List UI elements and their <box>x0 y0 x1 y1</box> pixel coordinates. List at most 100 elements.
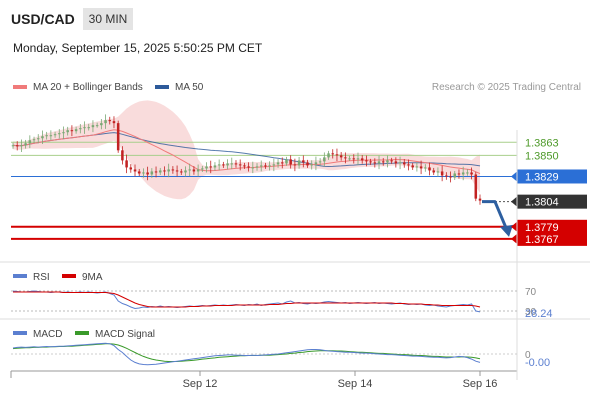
candle <box>386 155 389 168</box>
rsi-current-value: 28.24 <box>525 308 553 320</box>
timeframe-badge <box>83 8 133 30</box>
candle <box>352 154 356 164</box>
candle <box>129 164 133 173</box>
candle <box>11 142 15 149</box>
candle <box>150 168 154 178</box>
candle <box>276 159 280 168</box>
candle <box>369 158 372 165</box>
level-label-resistance: 1.3850 <box>525 150 559 162</box>
level-badge-pointer <box>511 171 517 182</box>
candle <box>222 161 225 168</box>
candle <box>87 123 90 131</box>
rsi-ma-legend-swatch <box>62 274 76 278</box>
macd-legend-swatch <box>13 331 27 335</box>
candle <box>36 134 40 144</box>
candle <box>394 157 398 168</box>
datetime-label: Monday, September 15, 2025 5:50:25 PM CE… <box>13 41 263 55</box>
candle <box>356 152 360 166</box>
candle <box>104 114 107 129</box>
bollinger-band <box>13 100 480 200</box>
candle <box>154 166 158 178</box>
candle <box>398 156 402 170</box>
candle <box>230 157 234 170</box>
level-label-pivot: 1.3829 <box>525 171 559 183</box>
candle <box>461 166 465 181</box>
candle <box>457 169 461 179</box>
candle <box>449 171 452 183</box>
level-label-support: 1.3767 <box>525 234 559 246</box>
candle <box>323 152 326 167</box>
candle <box>142 168 145 178</box>
candle <box>238 159 242 171</box>
candle <box>268 161 271 171</box>
candle <box>184 166 187 177</box>
candle <box>91 120 95 133</box>
candle <box>285 156 288 166</box>
ma50-legend-swatch <box>155 85 169 89</box>
candle <box>403 159 406 168</box>
candle <box>133 164 137 177</box>
candle <box>79 124 82 134</box>
candle <box>83 121 86 134</box>
level-badge-pointer <box>511 221 517 232</box>
macd-current-value: -0.00 <box>525 357 550 369</box>
candle <box>474 171 478 202</box>
candle <box>112 116 116 129</box>
candle <box>28 135 32 149</box>
candle <box>58 129 61 139</box>
macd-panel: MACD MACD Signal 0-0.00 <box>11 329 550 369</box>
candle <box>415 162 419 172</box>
candle <box>466 169 469 176</box>
rsi-legend-swatch <box>13 274 27 278</box>
candle <box>445 172 448 180</box>
level-badge-pointer <box>511 196 517 207</box>
candle <box>264 162 267 169</box>
candle <box>234 160 238 168</box>
level-badge-pointer <box>511 233 517 244</box>
candle <box>121 146 124 165</box>
level-badge-support <box>517 219 587 234</box>
candle <box>175 165 179 177</box>
forecast-arrow-head <box>500 224 513 237</box>
rsi-legend-label: RSI <box>33 272 50 283</box>
candle <box>310 160 313 170</box>
candle <box>100 119 103 130</box>
candle <box>15 141 19 151</box>
macd-signal-legend-label: MACD Signal <box>95 329 155 340</box>
level-badge-pivot <box>517 169 587 184</box>
candle <box>339 152 343 161</box>
x-tick-label: Sep 16 <box>463 378 498 390</box>
candle <box>373 158 377 168</box>
candle <box>377 155 381 170</box>
candle <box>453 170 457 181</box>
candle <box>226 159 229 170</box>
candle <box>293 158 297 172</box>
symbol-title: USD/CAD <box>11 11 75 27</box>
candle <box>158 167 162 175</box>
candle <box>436 167 440 177</box>
x-tick-label: Sep 12 <box>183 378 218 390</box>
candle <box>247 162 250 172</box>
rsi-tick-label: 30 <box>525 307 537 318</box>
ma20-legend-swatch <box>13 85 27 89</box>
candle <box>45 131 48 140</box>
candle <box>20 139 23 153</box>
candle <box>205 162 208 173</box>
candle <box>259 160 263 172</box>
level-badge-current <box>517 194 587 209</box>
candle <box>217 159 221 171</box>
copyright-label: Research © 2025 Trading Central <box>432 82 581 93</box>
candle <box>49 130 53 141</box>
candle <box>440 165 444 182</box>
candle <box>95 122 99 128</box>
macd-signal-line <box>12 343 481 362</box>
level-badge-support <box>517 231 587 246</box>
candle <box>201 165 204 172</box>
rsi-line <box>12 290 481 313</box>
candle <box>192 166 196 175</box>
candle <box>66 126 69 136</box>
macd-signal-legend-swatch <box>75 331 89 335</box>
